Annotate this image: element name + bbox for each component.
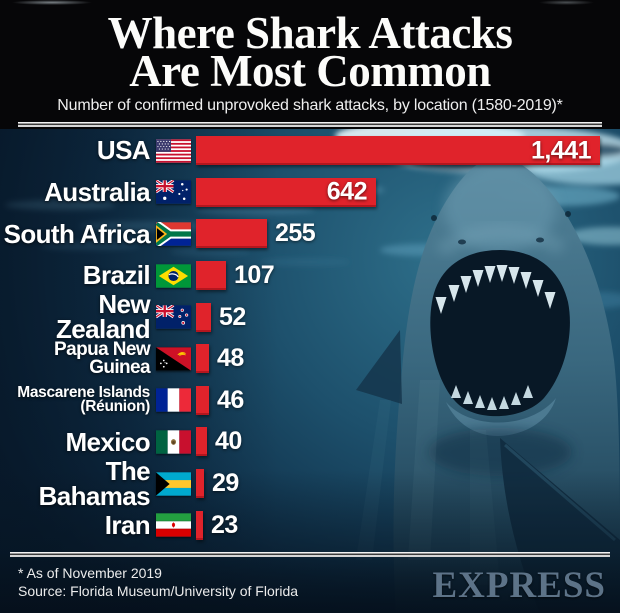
country-label: South Africa xyxy=(3,218,151,249)
bar-chart: USA 1,441 Australia 642 South Africa 255… xyxy=(0,130,620,546)
bar xyxy=(196,469,204,499)
bar-value: 46 xyxy=(217,385,244,414)
chart-row: Mexico 40 xyxy=(0,421,620,463)
chart-row: Australia 642 xyxy=(0,172,620,214)
country-label: USA xyxy=(96,135,151,166)
flag-papua-new-guinea-icon xyxy=(156,347,191,371)
bar-zone: 255 xyxy=(196,219,620,249)
country-label: Iran xyxy=(104,509,151,540)
page-title: Where Shark Attacks Are Most Common xyxy=(0,0,620,94)
water-glare-top-left xyxy=(12,0,92,5)
bar-zone: 46 xyxy=(196,385,620,415)
country-label: Mexico xyxy=(65,426,150,457)
chart-subtitle: Number of confirmed unprovoked shark att… xyxy=(57,97,563,114)
bar-value: 642 xyxy=(326,177,368,206)
bar-zone: 29 xyxy=(196,469,620,499)
chart-row: New Zealand 52 xyxy=(0,291,620,342)
country-label: Papua New Guinea xyxy=(54,338,151,378)
bar xyxy=(196,261,226,291)
bar-zone: 40 xyxy=(196,427,620,457)
bar-value: 107 xyxy=(234,261,275,290)
bar-zone: 642 xyxy=(196,177,620,207)
flag-australia-icon xyxy=(156,180,191,205)
bar-value: 29 xyxy=(212,469,239,498)
express-logo: EXPRESS xyxy=(432,565,606,606)
bar xyxy=(196,510,203,540)
chart-row: The Bahamas 29 xyxy=(0,458,620,509)
bar-zone: 52 xyxy=(196,302,620,332)
chart-row: Mascarene Islands (Réunion) 46 xyxy=(0,380,620,422)
footnote: * As of November 2019 Source: Florida Mu… xyxy=(18,564,298,600)
bar-zone: 1,441 xyxy=(196,136,620,166)
bar: 642 xyxy=(196,177,376,207)
title-line-2: Are Most Common xyxy=(129,46,491,96)
footer: * As of November 2019 Source: Florida Mu… xyxy=(0,552,620,613)
flag-france-icon xyxy=(156,388,191,413)
flag-mexico-icon xyxy=(156,430,191,454)
bar-value: 52 xyxy=(219,302,246,331)
bar xyxy=(196,344,209,374)
bar-zone: 48 xyxy=(196,344,620,374)
footer-divider xyxy=(10,552,610,557)
country-label: Brazil xyxy=(82,260,151,291)
country-label: Australia xyxy=(44,177,150,208)
flag-new-zealand-icon xyxy=(156,305,191,329)
title-line-1: Where Shark Attacks xyxy=(107,8,513,58)
bar xyxy=(196,385,209,415)
header-divider xyxy=(18,122,602,127)
chart-row: Iran 23 xyxy=(0,504,620,546)
country-label: The Bahamas xyxy=(38,455,151,511)
water-glare-top-right xyxy=(539,0,594,5)
flag-bahamas-icon xyxy=(156,471,191,496)
header: Where Shark Attacks Are Most Common Numbe… xyxy=(0,0,620,129)
country-label: Mascarene Islands (Réunion) xyxy=(17,383,150,416)
bar-value: 23 xyxy=(211,510,238,539)
bar-value: 1,441 xyxy=(530,136,592,165)
chart-row: Brazil 107 xyxy=(0,255,620,297)
bar-zone: 107 xyxy=(196,261,620,291)
chart-row: South Africa 255 xyxy=(0,213,620,255)
footnote-line-2: Source: Florida Museum/University of Flo… xyxy=(18,582,299,599)
bar-value: 40 xyxy=(215,427,242,456)
bar-zone: 23 xyxy=(196,510,620,540)
footnote-line-1: * As of November 2019 xyxy=(18,564,162,581)
bar-value: 255 xyxy=(275,219,316,248)
bar: 1,441 xyxy=(196,136,600,166)
country-label: New Zealand xyxy=(55,289,151,345)
flag-brazil-icon xyxy=(156,263,191,288)
bar xyxy=(196,302,211,332)
chart-row: Papua New Guinea 48 xyxy=(0,338,620,380)
bar xyxy=(196,427,207,457)
flag-south-africa-icon xyxy=(156,221,191,246)
bar-value: 48 xyxy=(217,344,244,373)
bar xyxy=(196,219,267,249)
chart-row: USA 1,441 xyxy=(0,130,620,172)
flag-iran-icon xyxy=(156,513,191,537)
flag-usa-icon xyxy=(156,139,191,163)
